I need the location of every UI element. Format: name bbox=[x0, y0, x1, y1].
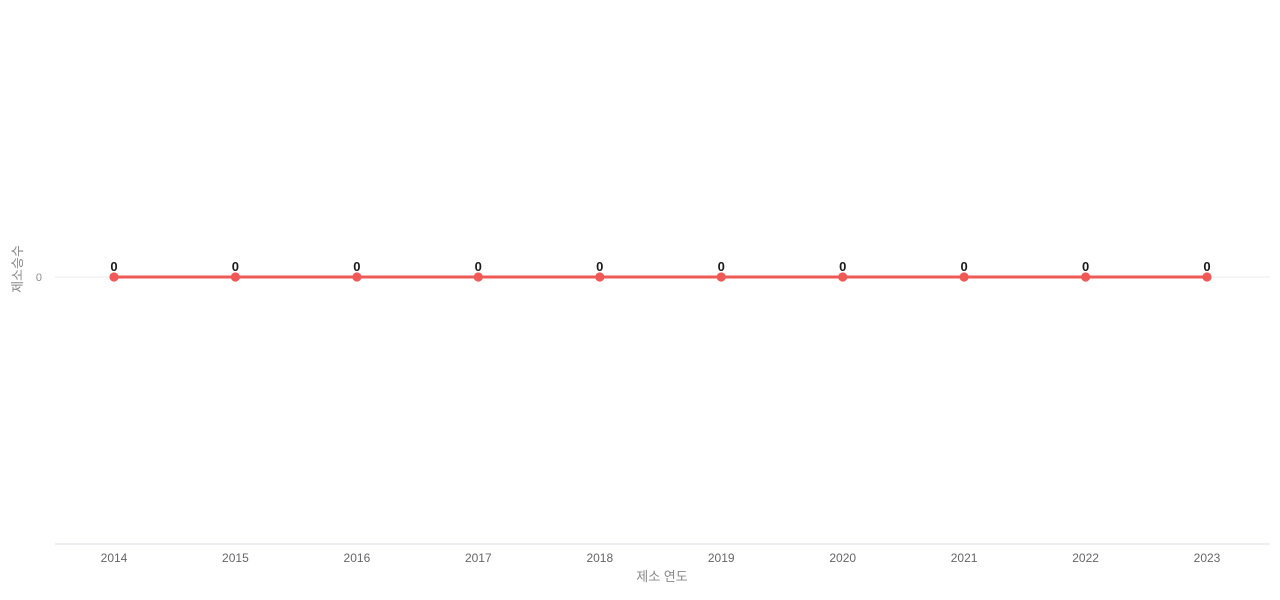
svg-text:0: 0 bbox=[36, 272, 42, 284]
svg-text:0: 0 bbox=[596, 259, 603, 274]
svg-text:2015: 2015 bbox=[222, 551, 249, 565]
svg-text:2014: 2014 bbox=[101, 551, 128, 565]
svg-text:0: 0 bbox=[475, 259, 482, 274]
svg-text:0: 0 bbox=[1082, 259, 1089, 274]
svg-text:제소 연도: 제소 연도 bbox=[636, 569, 687, 584]
svg-text:2023: 2023 bbox=[1194, 551, 1221, 565]
svg-text:0: 0 bbox=[960, 259, 967, 274]
svg-text:2018: 2018 bbox=[586, 551, 613, 565]
svg-text:2016: 2016 bbox=[344, 551, 371, 565]
svg-text:2022: 2022 bbox=[1072, 551, 1099, 565]
svg-text:2019: 2019 bbox=[708, 551, 735, 565]
svg-text:제소승수: 제소승수 bbox=[10, 245, 25, 293]
svg-text:0: 0 bbox=[718, 259, 725, 274]
svg-text:0: 0 bbox=[110, 259, 117, 274]
svg-text:2017: 2017 bbox=[465, 551, 492, 565]
svg-text:0: 0 bbox=[1203, 259, 1210, 274]
svg-text:0: 0 bbox=[232, 259, 239, 274]
svg-text:2020: 2020 bbox=[829, 551, 856, 565]
svg-text:0: 0 bbox=[353, 259, 360, 274]
svg-text:2021: 2021 bbox=[951, 551, 978, 565]
svg-text:0: 0 bbox=[839, 259, 846, 274]
